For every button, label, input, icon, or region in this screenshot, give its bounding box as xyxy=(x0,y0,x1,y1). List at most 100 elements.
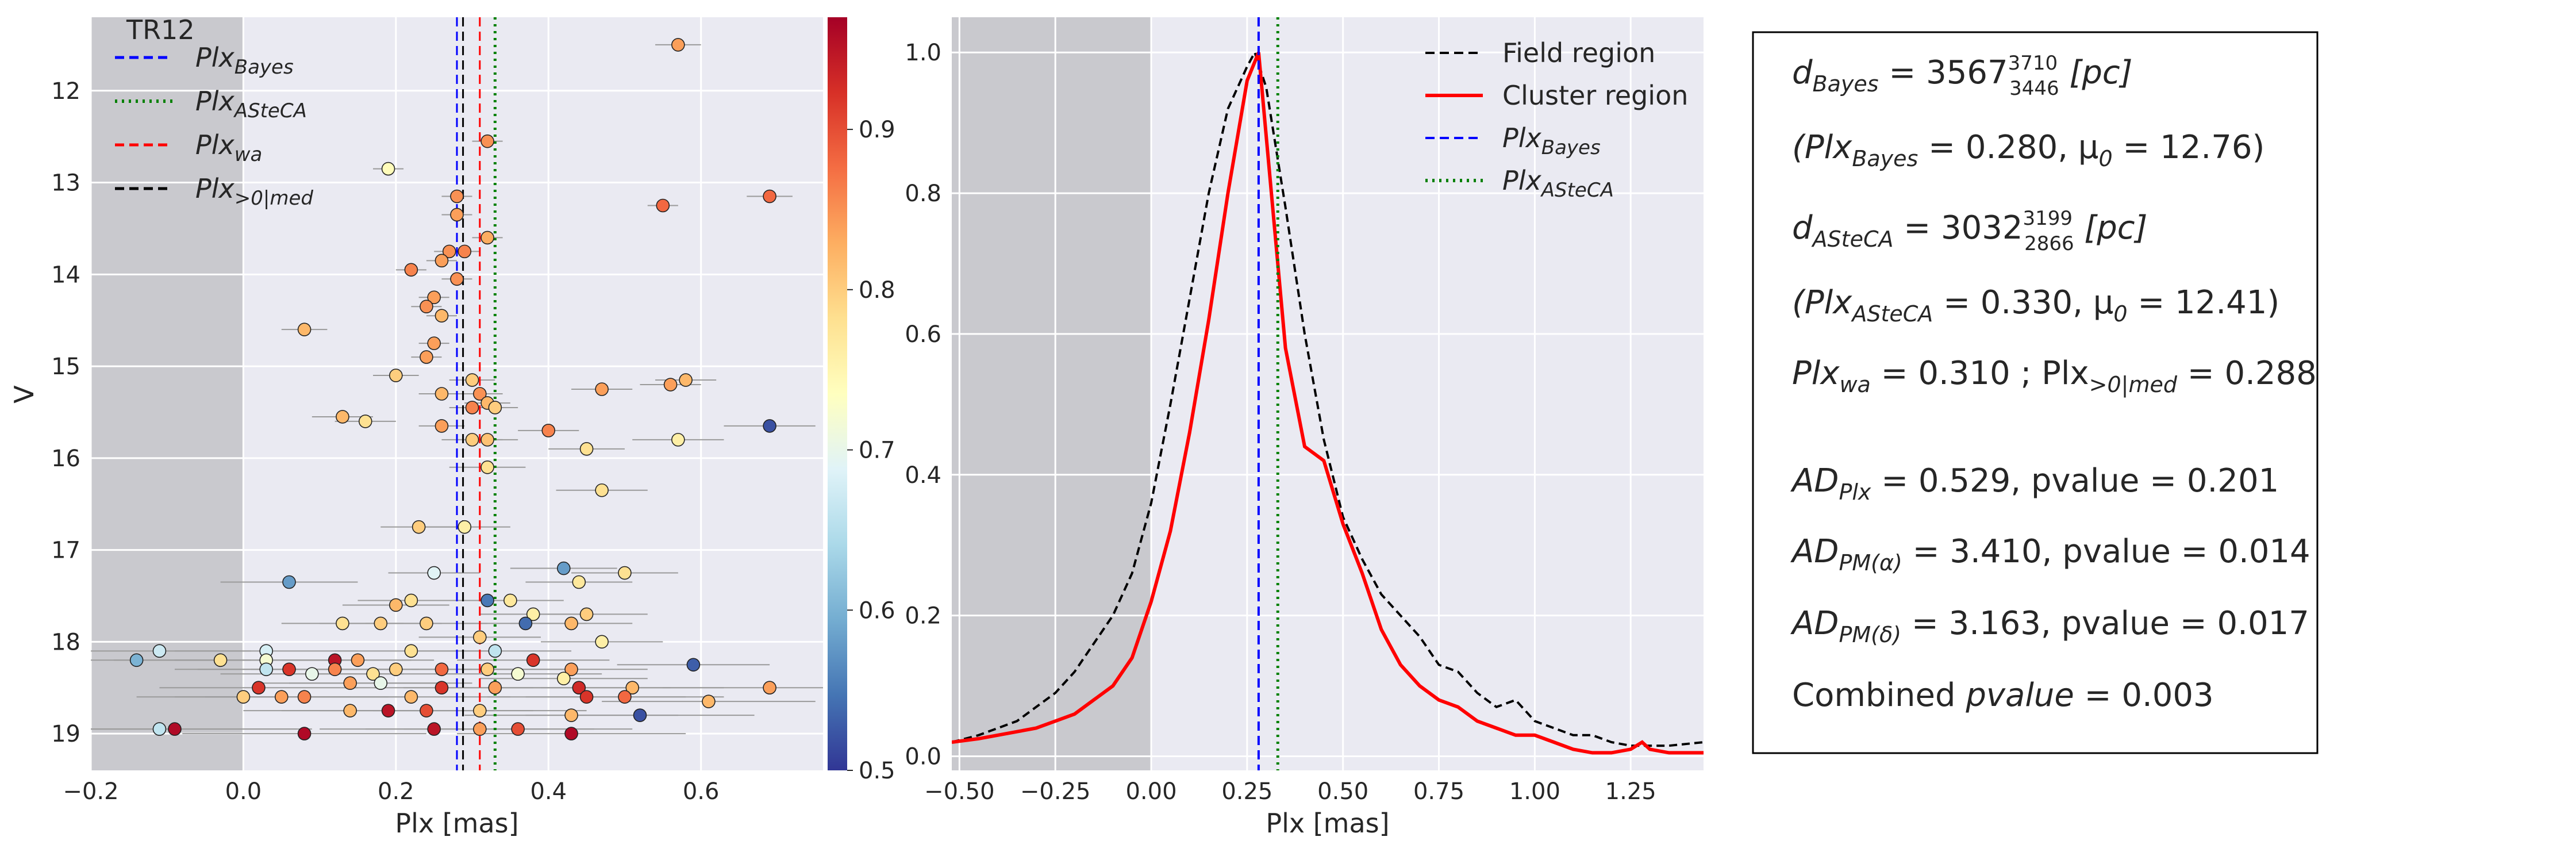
density-x-tick-label: 0.25 xyxy=(1221,778,1272,805)
density-x-tick-label: −0.25 xyxy=(1020,778,1091,805)
stats-symbol: AD xyxy=(1790,605,1839,642)
scatter-point xyxy=(763,419,776,433)
scatter-point xyxy=(343,704,357,717)
scatter-point xyxy=(404,644,418,658)
scatter-legend-label: PlxBayes xyxy=(195,42,294,79)
scatter-point xyxy=(404,690,418,704)
density-y-tick-label: 0.8 xyxy=(905,181,941,207)
stats-subscript: Bayes xyxy=(1852,146,1918,171)
scatter-point xyxy=(427,336,441,350)
scatter-point xyxy=(480,460,494,474)
density-x-axis-label: Plx [mas] xyxy=(1266,808,1389,839)
scatter-point xyxy=(579,690,594,704)
scatter-point xyxy=(465,373,479,387)
scatter-point xyxy=(465,401,479,415)
stats-subscript: Bayes xyxy=(1813,71,1879,97)
stats-box: dBayes = 35673710 3446 [pc](PlxBayes = 0.… xyxy=(1752,31,2319,754)
stats-lower-bound: 3446 xyxy=(2009,77,2059,100)
stats-line-plx-asteca: (PlxASteCA = 0.330, μ0 = 12.41) xyxy=(1792,284,2279,327)
scatter-point xyxy=(618,566,632,580)
scatter-y-axis-label: V xyxy=(9,385,40,404)
scatter-point xyxy=(336,410,349,424)
scatter-point xyxy=(420,704,433,717)
scatter-point xyxy=(579,442,594,456)
colorbar-tick-label: 0.7 xyxy=(859,437,895,464)
legend-label-sub: Bayes xyxy=(1541,136,1601,159)
scatter-point xyxy=(488,681,502,695)
stats-subscript: 0 xyxy=(2113,301,2127,327)
scatter-point xyxy=(450,272,464,286)
scatter-point xyxy=(435,254,449,268)
scatter-point xyxy=(435,419,449,433)
scatter-point xyxy=(556,561,571,575)
scatter-point xyxy=(526,607,540,621)
scatter-shaded-region xyxy=(91,17,244,770)
scatter-point xyxy=(305,667,319,681)
scatter-point xyxy=(152,722,167,736)
stats-symbol: (Plx xyxy=(1792,284,1852,321)
scatter-point xyxy=(503,593,517,608)
density-y-tick-label: 0.4 xyxy=(905,462,941,489)
stats-line-combined: Combined pvalue = 0.003 xyxy=(1792,677,2214,714)
colorbar-tick-label: 0.9 xyxy=(859,117,895,143)
stats-value: = 0.310 ; Plx xyxy=(1871,355,2089,392)
scatter-panel: −0.2 0.0 0.2 0.4 0.6 12 13 14 15 16 17 18 19 Plx [m… xyxy=(9,14,823,839)
scatter-point xyxy=(572,681,586,695)
density-legend-label: PlxASteCA xyxy=(1502,165,1614,202)
stats-subscript: Plx xyxy=(1839,479,1871,505)
scatter-legend-title: TR12 xyxy=(126,14,195,45)
scatter-point xyxy=(351,653,365,667)
scatter-point xyxy=(763,189,776,204)
scatter-point xyxy=(297,323,312,336)
density-x-tick-label: 1.00 xyxy=(1509,778,1560,805)
scatter-point xyxy=(374,676,388,690)
scatter-x-tick-label: 0.4 xyxy=(530,778,567,805)
density-legend-label: Field region xyxy=(1502,37,1655,68)
scatter-point xyxy=(473,630,487,644)
stats-line-d-asteca: dASteCA = 30323199 2866 [pc] xyxy=(1792,207,2147,255)
density-legend-label: PlxBayes xyxy=(1502,122,1601,159)
scatter-point xyxy=(343,676,357,690)
scatter-point xyxy=(389,662,403,677)
scatter-point xyxy=(763,681,776,695)
scatter-point xyxy=(442,244,456,259)
scatter-point xyxy=(427,566,441,580)
scatter-point xyxy=(450,208,464,222)
scatter-point xyxy=(450,189,464,204)
scatter-point xyxy=(374,616,388,631)
scatter-point xyxy=(274,690,289,704)
colorbar-gradient xyxy=(828,17,847,770)
stats-value: = 0.330, μ xyxy=(1933,284,2113,321)
density-y-tick-label: 0.2 xyxy=(905,603,941,630)
scatter-point xyxy=(480,662,494,677)
scatter-point xyxy=(473,387,487,401)
scatter-y-tick-label: 16 xyxy=(51,446,80,472)
scatter-point xyxy=(435,662,449,677)
stats-unit: [pc] xyxy=(2059,54,2133,91)
scatter-point xyxy=(541,424,556,437)
scatter-y-tick-label: 14 xyxy=(51,262,80,288)
scatter-point xyxy=(129,653,144,667)
scatter-point xyxy=(633,708,647,722)
scatter-point xyxy=(435,681,449,695)
scatter-point xyxy=(480,134,494,148)
scatter-point xyxy=(564,727,578,740)
scatter-point xyxy=(511,667,525,681)
scatter-point xyxy=(297,727,312,740)
stats-subscript: PM(δ) xyxy=(1839,622,1901,647)
density-legend-label: Cluster region xyxy=(1502,80,1688,111)
colorbar: 0.5 0.6 0.7 0.8 0.9 xyxy=(828,17,895,784)
scatter-point xyxy=(404,593,418,608)
scatter-point xyxy=(404,263,418,277)
stats-subscript: >0|med xyxy=(2089,372,2178,398)
scatter-point xyxy=(511,722,525,736)
scatter-point xyxy=(213,653,228,667)
scatter-point xyxy=(473,722,487,736)
scatter-legend-label: Plxwa xyxy=(195,129,262,166)
stats-value: = 3.163, pvalue = 0.017 xyxy=(1901,605,2309,642)
scatter-point xyxy=(435,387,449,401)
legend-label-main: Plx xyxy=(195,129,235,160)
stats-value: = 3.410, pvalue = 0.014 xyxy=(1902,533,2310,570)
scatter-point xyxy=(465,433,479,447)
scatter-point xyxy=(480,231,494,245)
